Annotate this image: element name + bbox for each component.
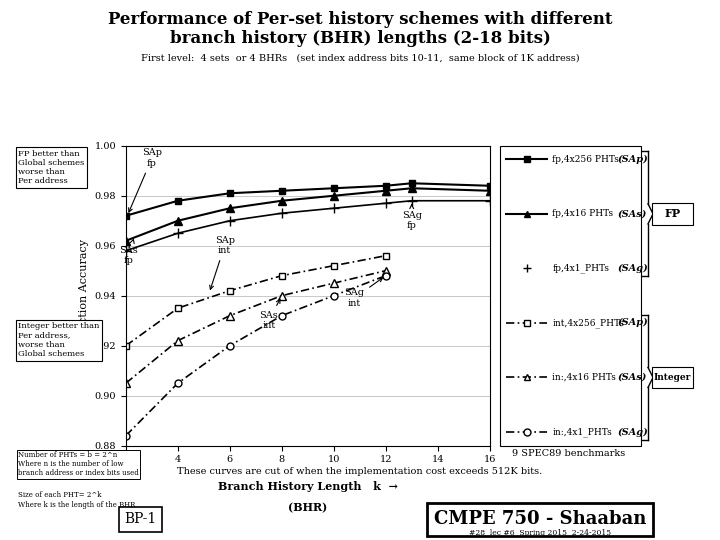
Text: fp,4x16 PHTs: fp,4x16 PHTs bbox=[552, 210, 613, 218]
Text: (SAs): (SAs) bbox=[618, 210, 647, 218]
Text: FP better than
Global schemes
worse than
Per address: FP better than Global schemes worse than… bbox=[18, 150, 84, 185]
Text: (SAs): (SAs) bbox=[618, 373, 647, 382]
Text: SAg
fp: SAg fp bbox=[402, 205, 422, 230]
Text: (SAg): (SAg) bbox=[618, 264, 649, 273]
Text: branch history (BHR) lengths (2-18 bits): branch history (BHR) lengths (2-18 bits) bbox=[170, 30, 550, 46]
Text: fp,4x256 PHTs: fp,4x256 PHTs bbox=[552, 155, 619, 164]
Text: BP-1: BP-1 bbox=[125, 512, 156, 526]
Text: CMPE 750 - Shaaban: CMPE 750 - Shaaban bbox=[434, 510, 646, 529]
Text: These curves are cut of when the implementation cost exceeds 512K bits.: These curves are cut of when the impleme… bbox=[177, 467, 543, 476]
Text: Performance of Per-set history schemes with different: Performance of Per-set history schemes w… bbox=[108, 11, 612, 28]
Text: fp,4x1_PHTs: fp,4x1_PHTs bbox=[552, 264, 609, 273]
Text: Branch History Length   k  →: Branch History Length k → bbox=[217, 482, 397, 492]
Text: int,4x256_PHTs: int,4x256_PHTs bbox=[552, 318, 624, 328]
Text: (SAg): (SAg) bbox=[618, 428, 649, 436]
Text: SAp
int: SAp int bbox=[210, 236, 235, 289]
Text: Integer: Integer bbox=[654, 373, 691, 382]
Text: in:,4x1_PHTs: in:,4x1_PHTs bbox=[552, 427, 612, 437]
Text: FP: FP bbox=[665, 208, 680, 219]
Text: Integer better than
Per address,
worse than
Global schemes: Integer better than Per address, worse t… bbox=[18, 322, 99, 358]
Text: in:,4x16 PHTs: in:,4x16 PHTs bbox=[552, 373, 616, 382]
Text: SAs
int: SAs int bbox=[259, 299, 280, 330]
Text: #28  lec #6  Spring 2015  2-24-2015: #28 lec #6 Spring 2015 2-24-2015 bbox=[469, 529, 611, 537]
Text: SAp
fp: SAp fp bbox=[129, 148, 162, 212]
Text: SAg
int: SAg int bbox=[345, 278, 382, 308]
Text: Size of each PHT= 2^k
Where k is the length of the BHR: Size of each PHT= 2^k Where k is the len… bbox=[18, 491, 135, 509]
Text: 9 SPEC89 benchmarks: 9 SPEC89 benchmarks bbox=[512, 449, 626, 458]
Text: First level:  4 sets  or 4 BHRs   (set index address bits 10-11,  same block of : First level: 4 sets or 4 BHRs (set index… bbox=[140, 54, 580, 63]
Text: (SAp): (SAp) bbox=[618, 319, 649, 327]
Text: (SAp): (SAp) bbox=[618, 155, 649, 164]
Text: Number of PHTs = b = 2^n
Where n is the number of low
branch address or index bi: Number of PHTs = b = 2^n Where n is the … bbox=[18, 451, 139, 477]
Text: (BHR): (BHR) bbox=[288, 502, 328, 514]
Y-axis label: Prediction Accuracy: Prediction Accuracy bbox=[79, 239, 89, 353]
Text: SAs
fp: SAs fp bbox=[120, 239, 138, 265]
